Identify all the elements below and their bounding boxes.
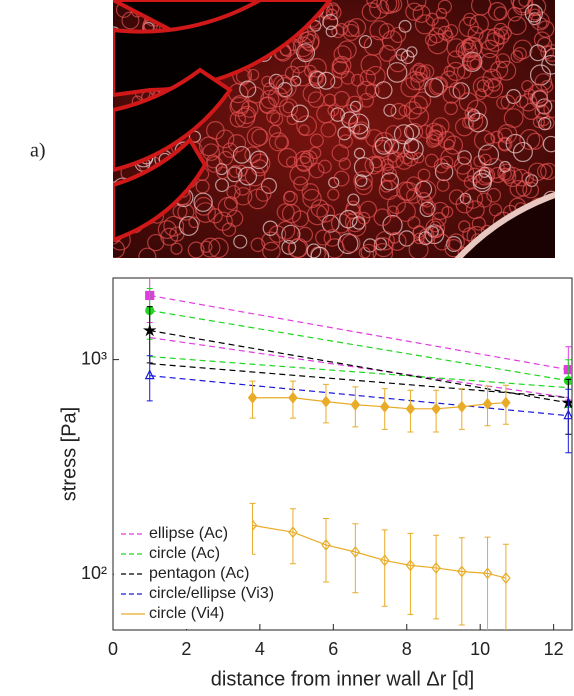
series xyxy=(144,355,572,454)
error-bar xyxy=(484,536,491,630)
series xyxy=(247,502,511,630)
error-bar xyxy=(458,537,465,626)
error-bar xyxy=(146,306,153,364)
error-bar xyxy=(407,532,414,615)
x-tick-label: 0 xyxy=(108,639,118,659)
plot-area xyxy=(142,278,572,630)
y-tick-label: 10³ xyxy=(81,348,107,368)
legend-label: circle/ellipse (Vi3) xyxy=(149,585,274,602)
error-bar xyxy=(352,523,359,594)
marker xyxy=(501,396,511,409)
x-tick-label: 6 xyxy=(328,639,338,659)
x-tick-label: 8 xyxy=(402,639,412,659)
x-tick-label: 12 xyxy=(544,639,564,659)
photo xyxy=(113,0,555,258)
series-line xyxy=(252,524,507,579)
error-bar xyxy=(289,508,296,565)
series xyxy=(247,380,511,433)
error-bar xyxy=(565,388,572,454)
legend-label: pentagon (Ac) xyxy=(149,565,250,582)
error-bar xyxy=(502,543,509,630)
marker xyxy=(379,400,390,413)
marker xyxy=(350,546,361,558)
marker xyxy=(457,565,467,578)
x-tick-label: 10 xyxy=(470,639,490,659)
legend-label: circle (Ac) xyxy=(149,545,220,562)
series-line xyxy=(149,329,569,404)
marker xyxy=(431,561,441,574)
marker xyxy=(288,391,298,404)
axes-box xyxy=(112,277,573,631)
marker xyxy=(457,400,467,413)
x-tick-label: 2 xyxy=(181,639,191,659)
marker xyxy=(431,402,441,415)
series-line xyxy=(149,375,569,417)
error-bar xyxy=(381,529,388,607)
legend: ellipse (Ac) circle (Ac) pentagon (Ac) circ… xyxy=(114,520,274,629)
y-axis-label: stress [Pa] xyxy=(58,407,80,501)
series-line xyxy=(149,355,569,389)
series xyxy=(149,355,569,389)
marker xyxy=(482,567,493,580)
series-line xyxy=(252,397,506,410)
panel-label: a) xyxy=(30,140,46,162)
marker xyxy=(321,395,331,408)
marker xyxy=(379,554,390,567)
series-line xyxy=(149,309,569,382)
marker xyxy=(405,402,416,415)
marker xyxy=(405,559,416,572)
error-bar xyxy=(433,534,440,620)
marker xyxy=(350,398,361,411)
legend-label: ellipse (Ac) xyxy=(149,525,228,542)
marker xyxy=(501,572,511,585)
legend-label: circle (Vi4) xyxy=(149,605,224,622)
x-tick-label: 4 xyxy=(255,639,265,659)
series-line xyxy=(149,336,569,399)
marker xyxy=(288,526,298,539)
plot: 0 2 4 6 8 10 12 10² 10³ distance from inner wall … xyxy=(58,277,573,690)
marker xyxy=(144,369,155,380)
marker xyxy=(321,538,331,551)
series-line xyxy=(149,294,569,371)
marker xyxy=(563,409,572,420)
marker xyxy=(482,397,493,410)
marker xyxy=(247,391,258,404)
y-tick-label: 10² xyxy=(81,563,107,583)
x-axis-label: distance from inner wall Δr [d] xyxy=(211,668,474,690)
marker xyxy=(142,323,157,337)
series xyxy=(149,336,569,399)
